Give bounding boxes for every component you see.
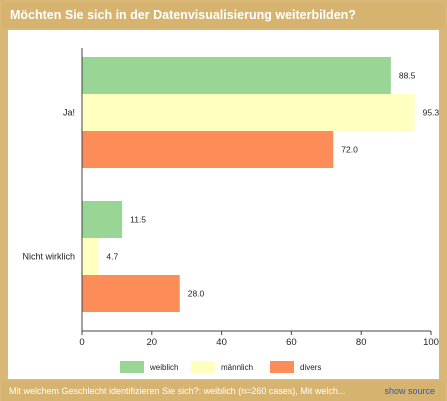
chart-area: 88.5 95.3 72.0 11.5 4.7 28.0 0 20 40 60 80 100 Ja!…	[8, 30, 439, 379]
bar-1-1	[82, 238, 99, 275]
legend: weiblich männlich divers	[120, 361, 321, 373]
value-label-1-1: 4.7	[106, 252, 118, 262]
bar-chart: 88.5 95.3 72.0 11.5 4.7 28.0 0 20 40 60 80 100 Ja!…	[22, 48, 439, 373]
value-label-1-0: 95.3	[423, 108, 439, 118]
footer-bar: Mit welchem Geschlecht identifizieren Si…	[2, 381, 445, 401]
bar-0-0	[82, 57, 391, 94]
bar-2-0	[82, 131, 334, 168]
x-tick-label-1: 20	[147, 337, 158, 348]
x-tick-label-5: 100	[423, 337, 439, 348]
bars-group	[82, 57, 415, 312]
value-label-2-1: 28.0	[188, 289, 205, 299]
x-tick-label-2: 40	[216, 337, 227, 348]
bar-2-1	[82, 275, 180, 312]
value-label-0-1: 11.5	[130, 215, 146, 225]
legend-swatch-1	[191, 361, 215, 373]
category-label-0: Ja!	[63, 108, 75, 118]
legend-swatch-0	[120, 361, 144, 373]
x-tick-label-0: 0	[79, 337, 84, 348]
legend-label-1: männlich	[221, 363, 253, 372]
legend-label-0: weiblich	[149, 363, 178, 372]
legend-swatch-2	[270, 361, 294, 373]
x-tick-label-3: 60	[286, 337, 297, 348]
value-label-2-0: 72.0	[341, 145, 358, 155]
bar-1-0	[82, 94, 415, 131]
x-tick-label-4: 80	[356, 337, 367, 348]
category-labels-group: Ja! Nicht wirklich	[22, 108, 75, 262]
footer-caption: Mit welchem Geschlecht identifizieren Si…	[9, 386, 346, 396]
show-source-link[interactable]: show source	[384, 386, 435, 396]
x-axis: 0 20 40 60 80 100	[79, 48, 439, 348]
value-labels-group: 88.5 95.3 72.0 11.5 4.7 28.0	[106, 71, 439, 299]
category-label-1: Nicht wirklich	[22, 252, 75, 262]
legend-label-2: divers	[300, 363, 321, 372]
chart-title: Möchten Sie sich in der Datenvisualisier…	[2, 2, 445, 28]
value-label-0-0: 88.5	[399, 71, 416, 81]
bar-0-1	[82, 201, 123, 238]
